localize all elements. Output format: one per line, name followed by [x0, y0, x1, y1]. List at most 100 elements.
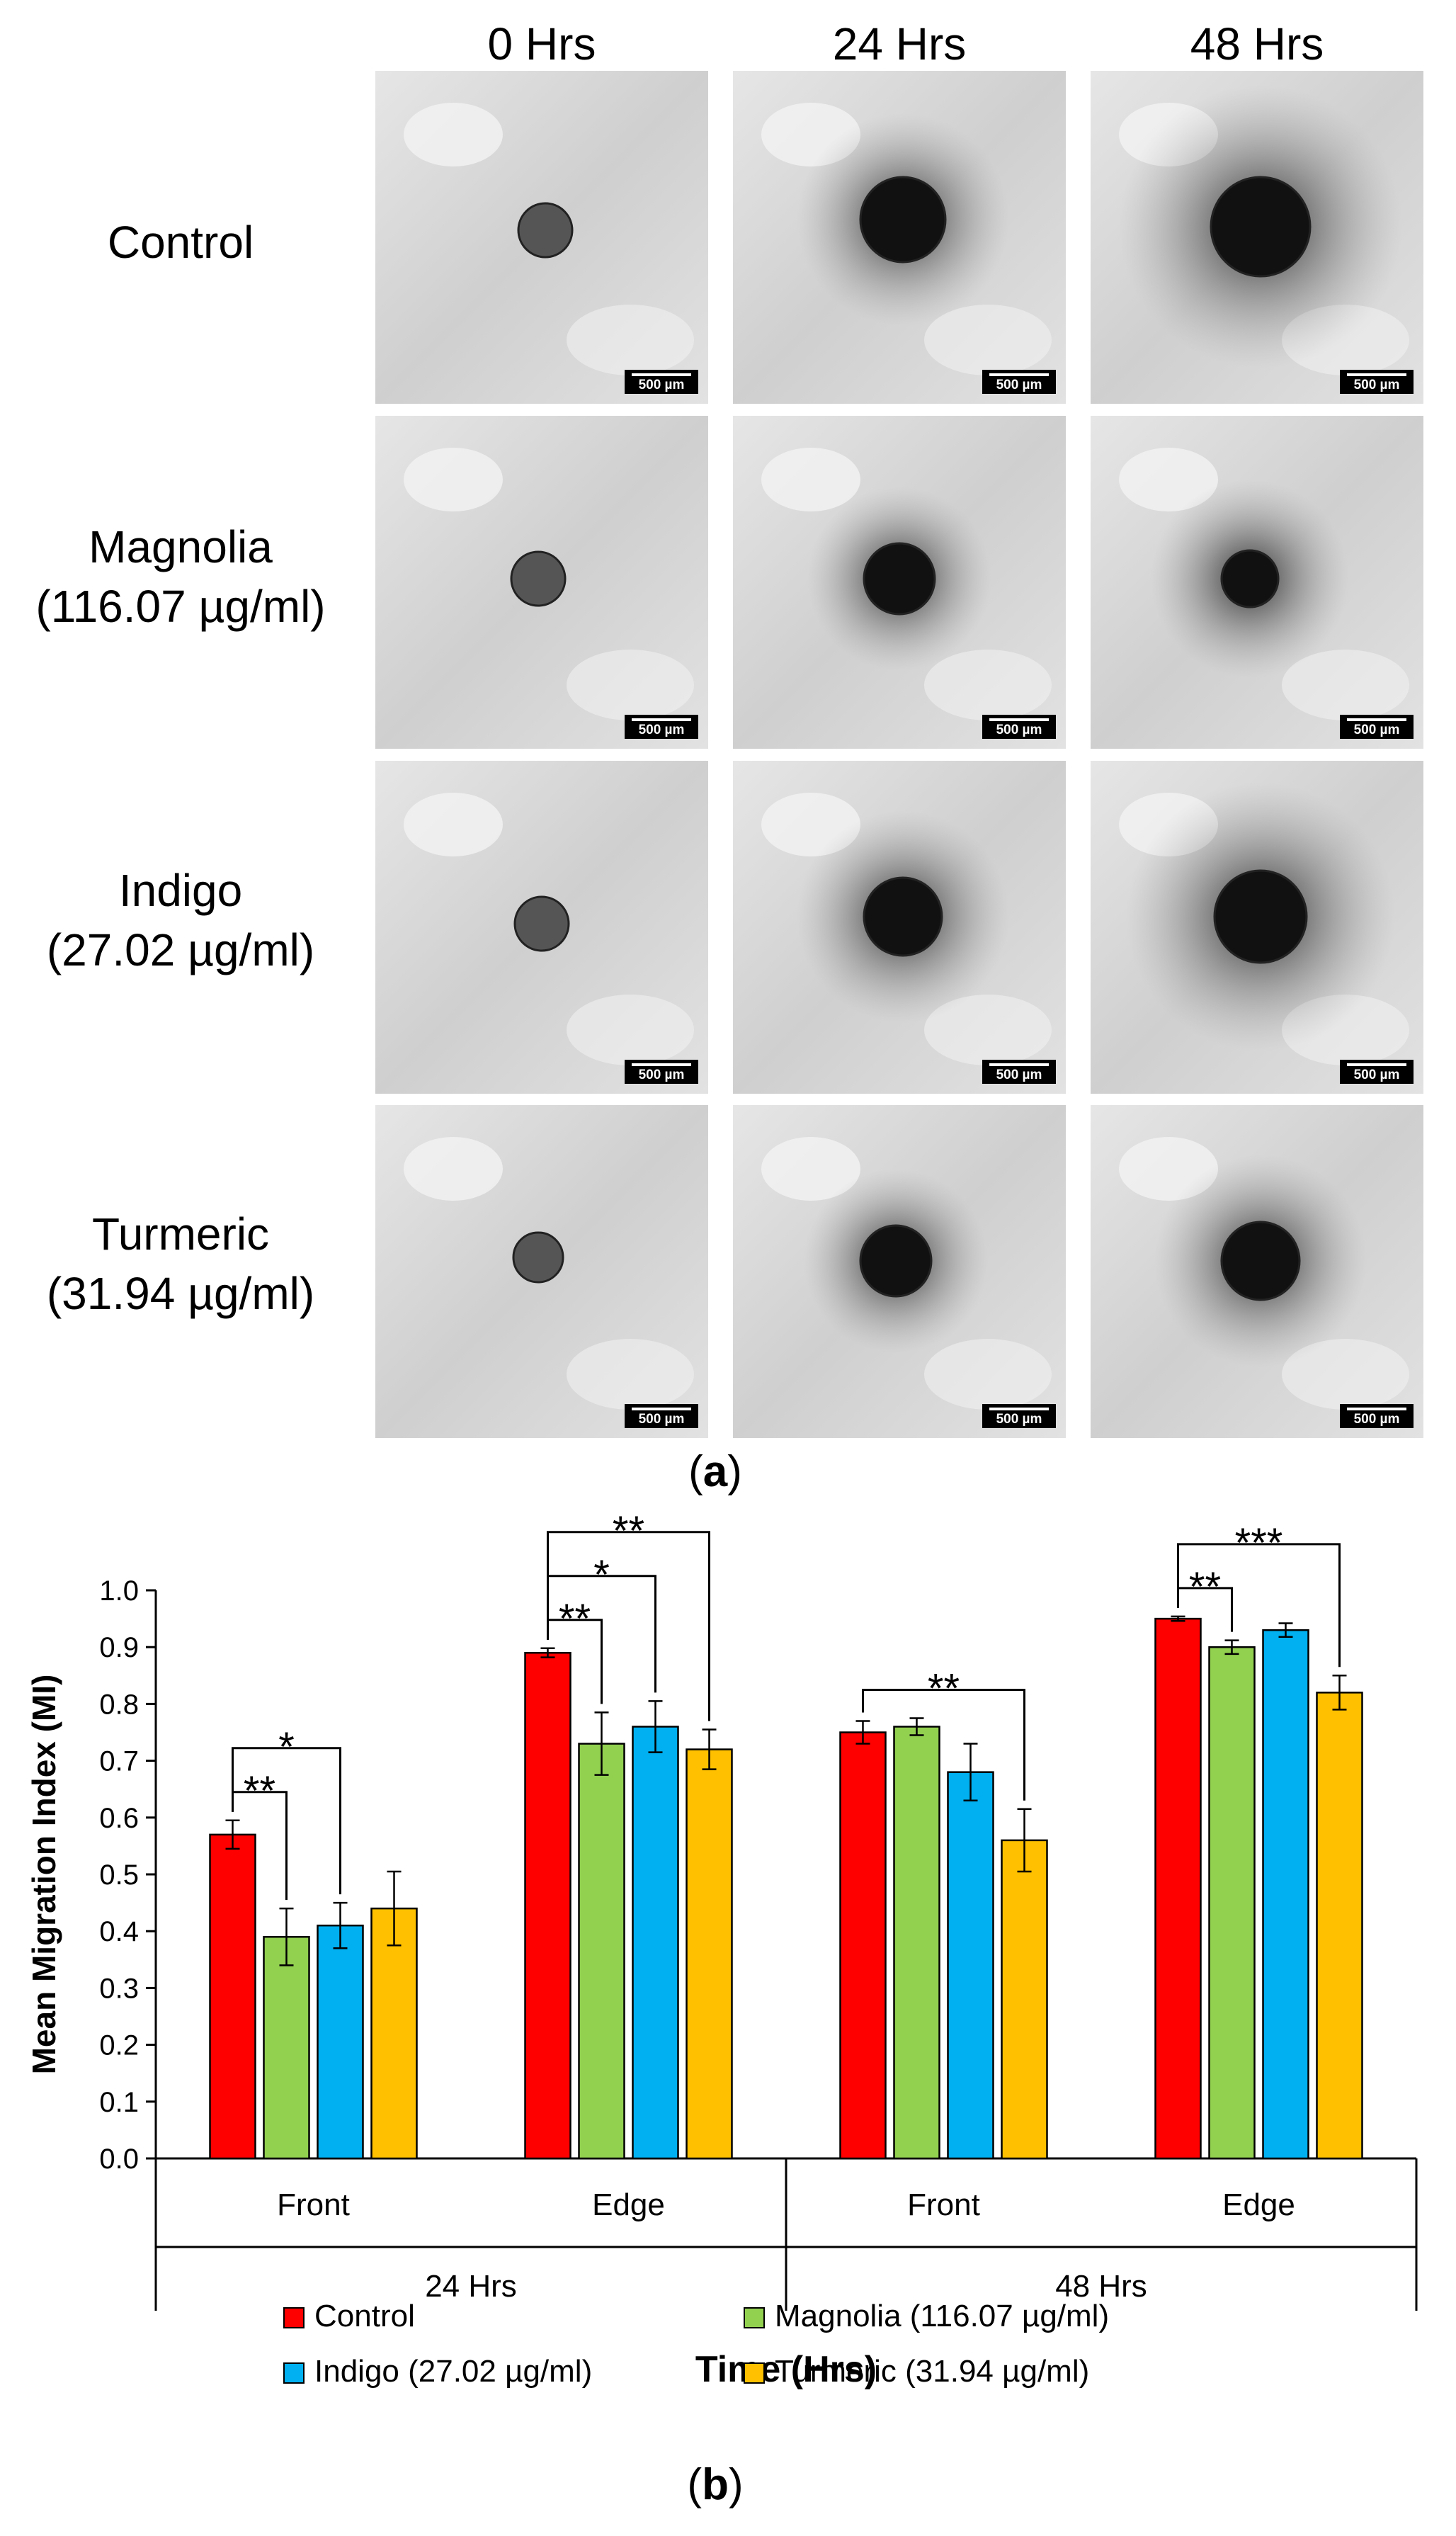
micrograph-control-0hrs: 500 µm — [375, 71, 708, 404]
legend-label-magnolia: Magnolia (116.07 µg/ml) — [775, 2299, 1110, 2333]
bar — [1154, 1617, 1202, 2160]
significance-bracket — [862, 1688, 1025, 1801]
scale-bar: 500 µm — [1340, 370, 1414, 394]
micrograph-magnolia-0hrs: 500 µm — [375, 416, 708, 749]
micrograph-indigo-24hrs: 500 µm — [733, 761, 1066, 1094]
micrograph-image — [375, 71, 708, 404]
spheroid — [1220, 549, 1280, 608]
row-label-name: Magnolia — [89, 521, 273, 572]
micrograph-turmeric-24hrs: 500 µm — [733, 1105, 1066, 1438]
x-axis-title: Time (Hrs) — [695, 2349, 877, 2390]
y-tick-label: 0.8 — [99, 1689, 139, 1720]
micrograph-magnolia-24hrs: 500 µm — [733, 416, 1066, 749]
legend-label-turmeric: Turmeric (31.94 µg/ml) — [775, 2354, 1090, 2389]
row-label-concentration: (27.02 µg/ml) — [46, 924, 315, 975]
column-header-24hrs: 24 Hrs — [832, 18, 967, 69]
bar — [578, 1743, 625, 2160]
significance-label: ** — [559, 1596, 591, 1642]
row-label-name: Turmeric — [91, 1208, 270, 1259]
scale-bar: 500 µm — [1340, 1404, 1414, 1428]
scale-bar: 500 µm — [625, 1060, 698, 1084]
bar — [947, 1771, 994, 2160]
bar — [263, 1935, 310, 2160]
row-label-magnolia: Magnolia (116.07 µg/ml) — [0, 517, 361, 636]
row-label-concentration: (31.94 µg/ml) — [46, 1268, 315, 1319]
scale-bar: 500 µm — [982, 370, 1056, 394]
legend-swatch-control — [283, 2307, 305, 2328]
micrograph-image — [733, 761, 1066, 1094]
spheroid — [510, 550, 567, 607]
micrograph-magnolia-48hrs: 500 µm — [1091, 416, 1423, 749]
bar-chart: 0.0 0.1 0.2 0.3 0.4 0.5 0.6 0.7 0.8 0.9 1.0 Mean Mi… — [25, 1508, 1418, 2390]
scale-bar: 500 µm — [982, 1060, 1056, 1084]
micrograph-image — [1091, 71, 1423, 404]
significance-label: ** — [613, 1508, 644, 1554]
significance-label: ** — [928, 1665, 960, 1711]
micrograph-control-48hrs: 500 µm — [1091, 71, 1423, 404]
bar — [524, 1651, 571, 2160]
legend-swatch-magnolia — [744, 2307, 765, 2328]
row-label-name: Control — [107, 217, 254, 268]
scale-bar: 500 µm — [982, 715, 1056, 739]
scale-bar: 500 µm — [1340, 715, 1414, 739]
significance-label: * — [593, 1552, 610, 1598]
bar — [839, 1731, 887, 2160]
bar — [1262, 1629, 1309, 2160]
significance-label: *** — [1235, 1520, 1283, 1566]
y-tick-label: 0.6 — [99, 1803, 139, 1834]
y-tick-label: 0.5 — [99, 1859, 139, 1891]
scale-bar: 500 µm — [982, 1404, 1056, 1428]
legend-label-control: Control — [314, 2299, 415, 2333]
spheroid — [859, 176, 947, 264]
micrograph-indigo-48hrs: 500 µm — [1091, 761, 1423, 1094]
y-tick-label: 0.1 — [99, 2087, 139, 2118]
bar — [893, 1726, 940, 2160]
bar — [370, 1907, 418, 2160]
row-label-concentration: (116.07 µg/ml) — [35, 581, 326, 632]
significance-bracket — [547, 1531, 710, 1721]
micrograph-image — [375, 761, 708, 1094]
scale-bar: 500 µm — [625, 715, 698, 739]
x-group-label: 48 Hrs — [1055, 2269, 1147, 2304]
spheroid — [1210, 176, 1312, 278]
x-group-label: 24 Hrs — [425, 2269, 517, 2304]
significance-label: ** — [244, 1768, 275, 1814]
bar — [1001, 1839, 1048, 2160]
row-label-indigo: Indigo (27.02 µg/ml) — [0, 861, 361, 980]
spheroid — [863, 876, 943, 957]
legend: Control Magnolia (116.07 µg/ml) Indigo (… — [283, 2295, 1275, 2401]
scale-bar: 500 µm — [625, 1404, 698, 1428]
micrograph-image — [733, 416, 1066, 749]
bar — [209, 1833, 256, 2160]
micrograph-image — [733, 71, 1066, 404]
spheroid — [517, 202, 574, 259]
column-header-48hrs: 48 Hrs — [1190, 18, 1324, 69]
y-tick-label: 1.0 — [99, 1575, 139, 1607]
row-label-control: Control — [0, 213, 361, 272]
micrograph-turmeric-0hrs: 500 µm — [375, 1105, 708, 1438]
row-label-turmeric: Turmeric (31.94 µg/ml) — [0, 1204, 361, 1323]
micrograph-image — [375, 416, 708, 749]
micrograph-image — [375, 1105, 708, 1438]
bar — [632, 1726, 679, 2160]
scale-bar: 500 µm — [1340, 1060, 1414, 1084]
panel-label-b: (b) — [687, 2460, 744, 2509]
legend-swatch-turmeric — [744, 2362, 765, 2384]
bar — [1316, 1692, 1363, 2160]
spheroid — [512, 1231, 564, 1284]
micrograph-image — [1091, 761, 1423, 1094]
bar — [686, 1748, 733, 2160]
bar — [317, 1924, 364, 2160]
y-tick-label: 0.7 — [99, 1746, 139, 1777]
y-tick-label: 0.3 — [99, 1973, 139, 2004]
spheroid — [859, 1224, 933, 1298]
x-category-label: Front — [277, 2187, 350, 2222]
significance-bracket — [232, 1747, 341, 1895]
x-category-label: Edge — [592, 2187, 665, 2222]
column-header-0hrs: 0 Hrs — [487, 18, 596, 69]
y-tick-label: 0.0 — [99, 2144, 139, 2175]
spheroid — [1213, 869, 1308, 964]
legend-label-indigo: Indigo (27.02 µg/ml) — [314, 2354, 593, 2389]
row-label-name: Indigo — [118, 865, 243, 916]
micrograph-image — [1091, 1105, 1423, 1438]
